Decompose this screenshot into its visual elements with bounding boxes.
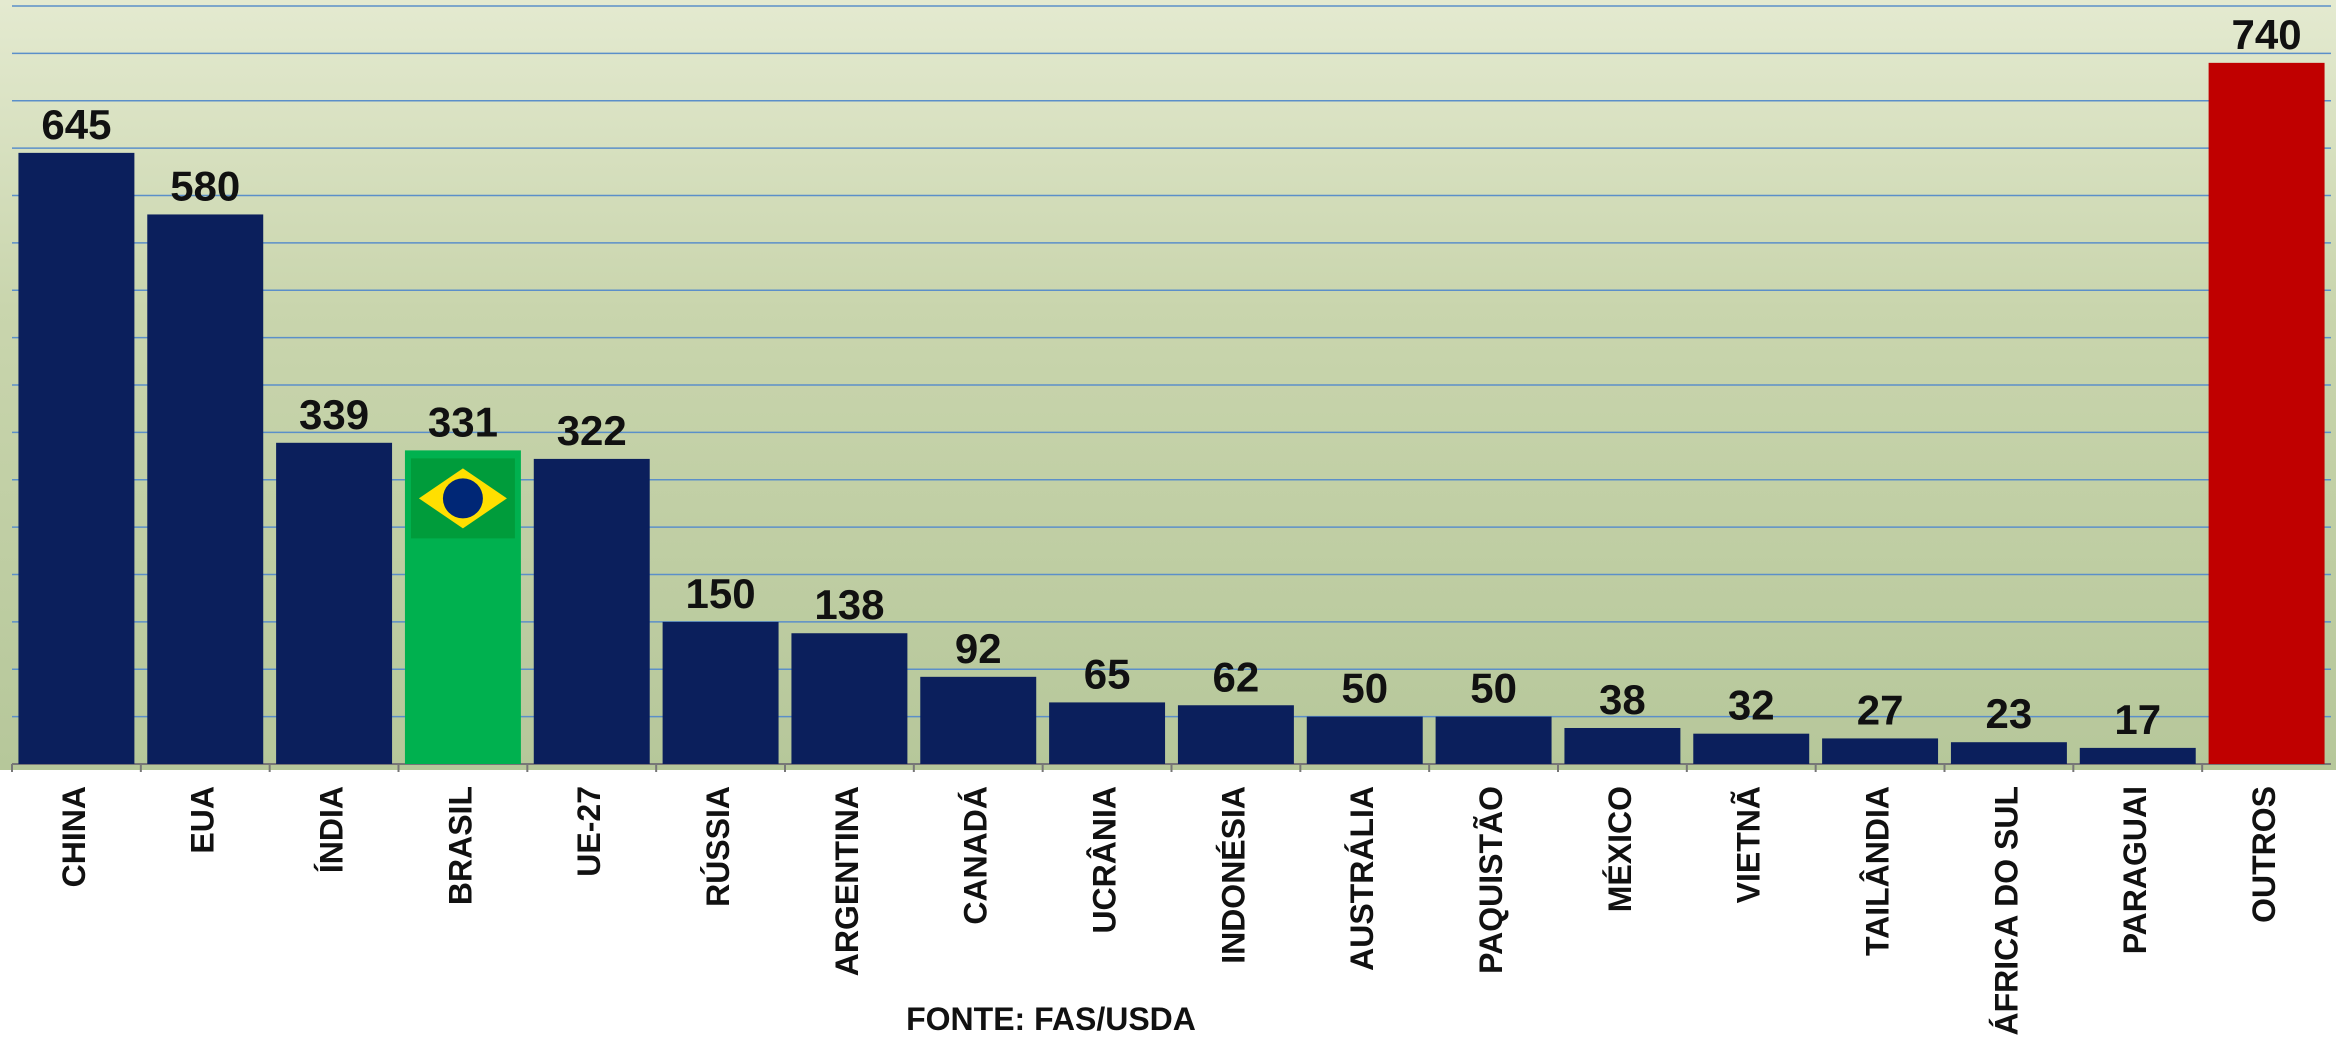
value-label: 92 <box>955 625 1002 672</box>
value-label: 17 <box>2114 696 2161 743</box>
x-tick-label: CANADÁ <box>958 786 994 925</box>
value-label: 27 <box>1857 686 1904 733</box>
x-tick-label: VIETNÃ <box>1731 786 1767 903</box>
value-label: 23 <box>1986 690 2033 737</box>
x-tick-label: TAILÂNDIA <box>1860 786 1896 956</box>
flag-globe <box>443 478 483 518</box>
x-tick-label: ÁFRICA DO SUL <box>1988 786 2024 1035</box>
bar <box>663 622 779 764</box>
bar <box>147 214 263 764</box>
bar <box>2080 748 2196 764</box>
bar <box>1049 702 1165 764</box>
value-label: 32 <box>1728 682 1775 729</box>
x-tick-label: INDONÉSIA <box>1215 786 1251 964</box>
flag <box>411 458 515 538</box>
value-label: 339 <box>299 391 369 438</box>
x-tick-label: PAQUISTÃO <box>1473 786 1509 974</box>
bar <box>1436 717 1552 764</box>
x-tick-label: PARAGUAI <box>2117 786 2153 954</box>
value-label: 65 <box>1084 650 1131 697</box>
value-label: 331 <box>428 398 498 445</box>
bar <box>276 443 392 764</box>
bar <box>1822 738 1938 764</box>
bar <box>18 153 134 764</box>
value-label: 50 <box>1470 665 1517 712</box>
bar <box>534 459 650 764</box>
bar <box>1564 728 1680 764</box>
value-label: 580 <box>170 162 240 209</box>
x-tick-label: RÚSSIA <box>700 786 736 907</box>
value-label: 62 <box>1213 653 1260 700</box>
chart: FONTE: FAS/USDA CHINA 645 EUA 580 ÍNDIA 339 BR… <box>0 0 2336 1040</box>
bar <box>2209 63 2325 764</box>
bar <box>1693 734 1809 764</box>
bar <box>1178 705 1294 764</box>
source: FONTE: FAS/USDA <box>906 1001 1196 1037</box>
value-label: 50 <box>1341 665 1388 712</box>
x-tick-label: BRASIL <box>442 786 478 905</box>
bar <box>1951 742 2067 764</box>
value-label: 38 <box>1599 676 1646 723</box>
label-area <box>0 770 2336 1040</box>
x-tick-label: ARGENTINA <box>829 786 865 976</box>
x-tick-label: ÍNDIA <box>314 786 350 873</box>
bar <box>920 677 1036 764</box>
x-tick-label: UE-27 <box>571 786 607 877</box>
x-tick-label: CHINA <box>56 786 92 887</box>
x-tick-label: UCRÂNIA <box>1087 786 1123 934</box>
x-tick-label: MÉXICO <box>1602 786 1638 912</box>
value-label: 322 <box>557 407 627 454</box>
value-label: 645 <box>41 101 111 148</box>
bar <box>1307 717 1423 764</box>
value-label: 740 <box>2232 11 2302 58</box>
x-tick-label: OUTROS <box>2246 786 2282 923</box>
x-tick-label: EUA <box>185 786 221 854</box>
bar <box>791 633 907 764</box>
page: {"chart_data": {"type": "bar", "categori… <box>0 0 2336 1040</box>
value-label: 150 <box>686 570 756 617</box>
x-tick-label: AUSTRÁLIA <box>1344 786 1380 971</box>
value-label: 138 <box>814 581 884 628</box>
